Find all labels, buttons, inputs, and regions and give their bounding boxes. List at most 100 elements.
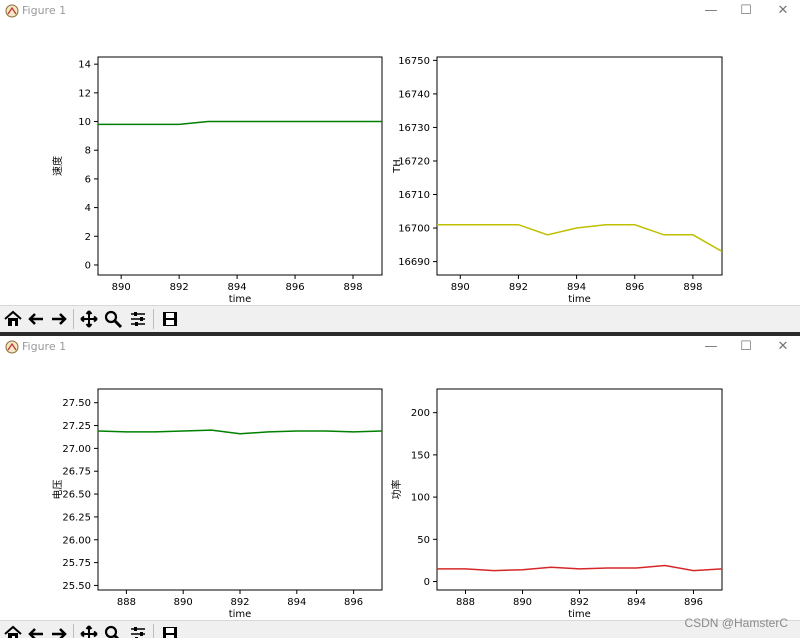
x-axis-label: time [229, 294, 252, 305]
y-tick-label: 50 [417, 535, 430, 546]
figure-window-2: Figure 1 — ☐ ✕ 888 890 892 894 896 25.50 25.75… [0, 336, 800, 638]
home-icon[interactable] [3, 309, 23, 329]
window-title: Figure 1 [22, 4, 67, 17]
axes-frame [436, 56, 723, 276]
configure-subplots-icon[interactable] [128, 624, 148, 638]
home-icon[interactable] [3, 624, 23, 638]
x-tick-label: 896 [625, 282, 644, 293]
y-tick-label: 200 [411, 408, 430, 419]
figure-app-icon [5, 339, 19, 354]
speed-plot[interactable]: 890 892 894 896 898 0 2 4 6 8 10 12 14 time 速度 [0, 40, 400, 310]
x-tick-label: 894 [627, 597, 646, 608]
th-plot[interactable]: 890 892 894 896 898 16690 16700 16710 16720 16730… [370, 40, 800, 310]
x-tick-label: 898 [343, 282, 362, 293]
y-tick-label: 26.25 [62, 512, 91, 523]
y-tick-label: 10 [78, 117, 91, 128]
series-line [437, 564, 722, 572]
close-button[interactable]: ✕ [777, 339, 789, 354]
y-tick-label: 27.00 [62, 444, 91, 455]
axes-frame [97, 56, 383, 276]
axes-frame [97, 388, 383, 591]
y-tick-label: 16720 [398, 156, 430, 167]
y-tick-label: 16740 [398, 89, 430, 100]
x-tick-label: 892 [509, 282, 528, 293]
x-tick-label: 892 [570, 597, 589, 608]
y-tick-label: 26.00 [62, 535, 91, 546]
x-tick-label: 894 [287, 597, 306, 608]
y-tick-label: 25.75 [62, 558, 91, 569]
y-tick-label: 4 [85, 203, 91, 214]
x-tick-label: 892 [170, 282, 189, 293]
y-tick-label: 16690 [398, 257, 430, 268]
axes-frame [436, 388, 723, 591]
configure-subplots-icon[interactable] [128, 309, 148, 329]
y-tick-label: 16730 [398, 123, 430, 134]
title-bar: Figure 1 — ☐ ✕ [0, 336, 800, 358]
back-icon[interactable] [26, 624, 46, 638]
toolbar-separator [73, 624, 74, 638]
y-tick-label: 0 [85, 260, 91, 271]
x-axis-label: time [568, 294, 591, 305]
power-plot[interactable]: 888 890 892 894 896 0 50 100 150 200 time 功率 [370, 376, 800, 626]
y-tick-label: 16750 [398, 56, 430, 67]
y-axis-label: 电压 [51, 480, 64, 500]
save-icon[interactable] [160, 309, 180, 329]
y-axis-label: 速度 [51, 156, 64, 176]
toolbar-separator [153, 309, 154, 329]
forward-icon[interactable] [49, 309, 69, 329]
x-tick-label: 890 [174, 597, 193, 608]
x-tick-label: 896 [344, 597, 363, 608]
series-line [437, 223, 722, 253]
x-tick-label: 896 [684, 597, 703, 608]
pan-icon[interactable] [79, 624, 99, 638]
x-tick-label: 894 [567, 282, 586, 293]
y-tick-label: 12 [78, 88, 91, 99]
x-tick-label: 892 [230, 597, 249, 608]
watermark: CSDN @HamsterC [684, 616, 788, 630]
close-button[interactable]: ✕ [777, 3, 789, 18]
navigation-toolbar [0, 620, 800, 638]
minimize-button[interactable]: — [704, 339, 718, 354]
y-tick-label: 26.50 [62, 490, 91, 501]
window-separator [0, 332, 800, 336]
zoom-icon[interactable] [103, 309, 123, 329]
pan-icon[interactable] [79, 309, 99, 329]
figure-window-1: Figure 1 — ☐ ✕ 890 892 894 896 898 0 2 4 6 8 10 12 1… [0, 0, 800, 332]
back-icon[interactable] [26, 309, 46, 329]
y-tick-label: 8 [85, 146, 91, 157]
y-tick-label: 2 [85, 232, 91, 243]
x-tick-label: 890 [112, 282, 131, 293]
series-line [98, 120, 382, 126]
toolbar-separator [73, 309, 74, 329]
voltage-plot[interactable]: 888 890 892 894 896 25.50 25.75 26.00 26.25 26.50… [0, 376, 400, 626]
zoom-icon[interactable] [103, 624, 123, 638]
y-tick-label: 25.50 [62, 581, 91, 592]
y-tick-label: 26.75 [62, 467, 91, 478]
x-axis-label: time [229, 609, 252, 620]
x-tick-label: 888 [117, 597, 136, 608]
y-tick-label: 150 [411, 450, 430, 461]
y-tick-label: 27.25 [62, 421, 91, 432]
save-icon[interactable] [160, 624, 180, 638]
y-tick-label: 0 [424, 577, 430, 588]
maximize-button[interactable]: ☐ [740, 3, 752, 18]
y-tick-label: 16700 [398, 224, 430, 235]
x-tick-label: 894 [228, 282, 247, 293]
x-tick-label: 890 [513, 597, 532, 608]
x-tick-label: 896 [286, 282, 305, 293]
minimize-button[interactable]: — [704, 3, 718, 18]
y-axis-label: 功率 [390, 480, 403, 500]
series-line [98, 429, 382, 435]
y-tick-label: 14 [78, 60, 91, 71]
y-tick-label: 100 [411, 493, 430, 504]
maximize-button[interactable]: ☐ [740, 339, 752, 354]
y-axis-label: TH [392, 159, 403, 174]
y-tick-label: 6 [85, 174, 91, 185]
x-tick-label: 888 [456, 597, 475, 608]
title-bar: Figure 1 — ☐ ✕ [0, 0, 800, 22]
x-tick-label: 898 [683, 282, 702, 293]
toolbar-separator [153, 624, 154, 638]
forward-icon[interactable] [49, 624, 69, 638]
x-axis-label: time [568, 609, 591, 620]
x-tick-label: 890 [451, 282, 470, 293]
